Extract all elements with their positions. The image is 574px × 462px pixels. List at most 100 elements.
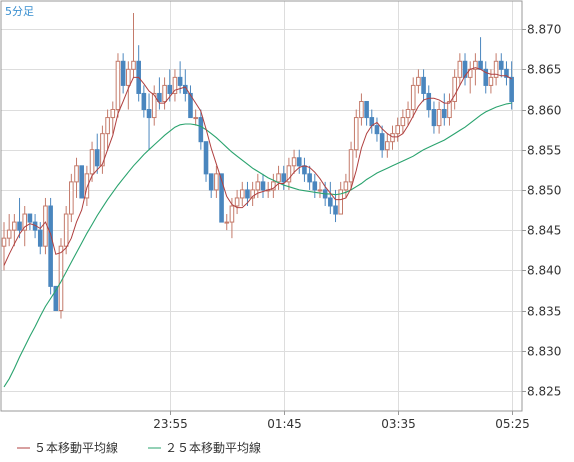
candle-body-up [89, 149, 95, 175]
candle-body-up [126, 68, 131, 86]
candle [136, 45, 141, 102]
candle [203, 141, 209, 182]
candle [260, 173, 266, 198]
y-tick-label: 8.830 [527, 345, 561, 359]
candle-body-down [157, 92, 162, 102]
candle-body-up [69, 181, 74, 215]
candle-body-up [390, 133, 395, 143]
candle-body-down [483, 68, 489, 86]
candle-body-up [291, 157, 297, 167]
candle [473, 53, 478, 86]
candle-body-up [1, 237, 7, 247]
candle-body-down [307, 173, 312, 183]
candle-body-down [421, 76, 426, 94]
x-tick-label: 03:35 [381, 417, 416, 431]
candle-body-up [416, 76, 421, 86]
timeframe-label: 5分足 [5, 5, 34, 18]
candle [390, 125, 395, 150]
candle-body-up [493, 60, 499, 78]
candle [245, 181, 250, 206]
candle [296, 149, 302, 174]
candle [416, 69, 421, 94]
candle [12, 214, 17, 247]
y-tick-label: 8.850 [527, 184, 561, 198]
candle-body-down [141, 92, 147, 111]
candle-body-down [462, 60, 468, 78]
candle [219, 173, 224, 223]
y-axis-labels: 8.825 8.830 8.835 8.840 8.845 8.850 8.855 8.860… [527, 23, 561, 399]
candle-body-down [167, 84, 173, 94]
candle-body-up [105, 117, 110, 135]
candle-body-down [37, 229, 43, 247]
y-tick-label: 8.845 [527, 224, 561, 238]
candle-body-up [395, 125, 400, 135]
candle-body-down [478, 60, 483, 70]
candle [115, 53, 121, 118]
candle [281, 165, 287, 190]
candle [333, 189, 338, 223]
candle-body-up [457, 60, 463, 78]
x-tick-label: 01:45 [267, 417, 302, 431]
y-tick-label: 8.870 [527, 23, 561, 37]
candle [48, 197, 53, 295]
candle-body-down [281, 173, 287, 183]
candle-body-down [426, 92, 432, 111]
candle-body-up [286, 165, 292, 183]
candle [255, 173, 261, 198]
candle-body-up [359, 100, 364, 119]
candle-body-down [94, 149, 100, 167]
candle [328, 181, 333, 215]
candle [172, 69, 178, 102]
x-tick-label: 23:55 [153, 417, 188, 431]
candle-body-down [364, 100, 369, 119]
candle [105, 109, 110, 150]
candle [27, 213, 33, 231]
candle [410, 77, 416, 118]
candle [79, 165, 85, 199]
candle-body-up [488, 76, 494, 86]
candle [224, 214, 230, 231]
candle-body-up [12, 221, 17, 231]
candle [126, 61, 131, 110]
candle-body-up [348, 149, 354, 183]
candle [442, 93, 447, 126]
candle [234, 189, 240, 215]
y-tick-label: 8.840 [527, 264, 561, 278]
candle [385, 133, 390, 158]
candle [120, 53, 126, 94]
candle-body-up [229, 205, 235, 223]
x-tick-label: 05:25 [495, 417, 530, 431]
candle [131, 13, 136, 78]
candle [478, 37, 483, 70]
candle-body-down [146, 109, 152, 119]
candle-body-down [208, 173, 214, 191]
legend-ma25-label: ２５本移動平均線 [165, 440, 261, 455]
candle [405, 101, 411, 126]
candle-body-up [436, 109, 442, 127]
candle [74, 157, 79, 198]
candle [183, 69, 188, 102]
grid [1, 1, 526, 415]
candle-body-up [271, 181, 276, 191]
candle-body-down [328, 197, 333, 207]
candle-body-down [198, 117, 204, 143]
candle [493, 53, 499, 86]
candle [162, 77, 167, 110]
candle [457, 53, 463, 86]
candle-body-up [22, 213, 28, 231]
candles [1, 13, 514, 319]
candle [509, 61, 514, 110]
candle [276, 165, 281, 190]
candle-body-up [405, 109, 411, 119]
candle-body-down [177, 76, 183, 86]
candle-body-up [193, 117, 198, 120]
candle-body-down [504, 68, 509, 78]
candle [504, 61, 509, 86]
candle [208, 173, 214, 198]
candle-body-up [224, 221, 230, 224]
candle [359, 93, 364, 126]
candle [302, 157, 307, 182]
candle [483, 61, 489, 94]
